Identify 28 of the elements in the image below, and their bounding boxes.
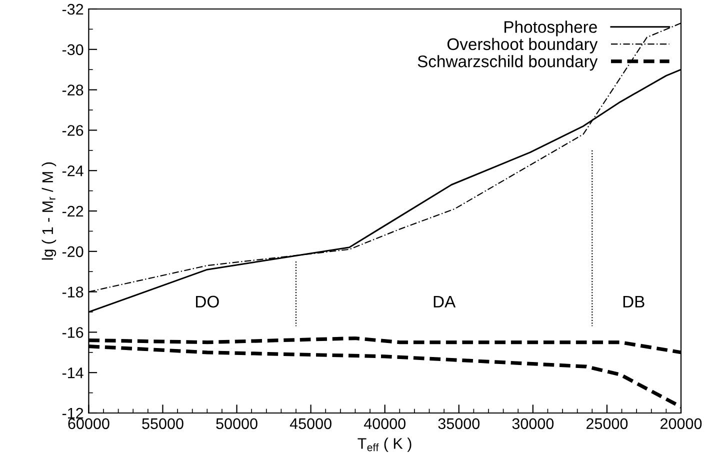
legend-label: Schwarzschild boundary bbox=[418, 55, 598, 71]
y-tick-label: -26 bbox=[62, 125, 84, 136]
y-tick-label: -30 bbox=[62, 44, 84, 56]
y-tick-label: -18 bbox=[62, 286, 84, 298]
y-axis-title: lg ( 1 - M$_{r}$ / M ) bbox=[42, 162, 56, 260]
y-tick-label: -16 bbox=[62, 327, 84, 338]
x-tick-label: 25000 bbox=[586, 418, 628, 430]
x-tick-label: 35000 bbox=[438, 418, 480, 430]
legend-label: Photosphere bbox=[504, 20, 597, 36]
annotation: DB bbox=[623, 296, 644, 308]
y-tick-label: -22 bbox=[62, 206, 84, 217]
y-tick-label: -12 bbox=[62, 408, 84, 419]
x-tick-label: 30000 bbox=[512, 418, 554, 430]
y-tick-label: -20 bbox=[62, 246, 84, 258]
y-tick-label: -32 bbox=[62, 4, 84, 15]
x-axis-title: T$_{eff}$ ( K ) bbox=[358, 438, 412, 452]
x-tick-label: 20000 bbox=[660, 418, 702, 430]
x-tick-label: 50000 bbox=[216, 418, 258, 430]
annotation: DO bbox=[196, 296, 219, 308]
y-tick-label: -14 bbox=[62, 368, 84, 378]
x-tick-label: 55000 bbox=[142, 418, 184, 430]
x-tick-label: 45000 bbox=[290, 418, 332, 430]
y-tick-label: -24 bbox=[62, 165, 84, 176]
x-tick-label: 60000 bbox=[68, 418, 110, 430]
legend-label: Overshoot boundary bbox=[447, 38, 598, 54]
y-tick-label: -28 bbox=[62, 84, 84, 96]
annotation: DA bbox=[434, 296, 456, 308]
x-tick-label: 40000 bbox=[364, 418, 406, 430]
